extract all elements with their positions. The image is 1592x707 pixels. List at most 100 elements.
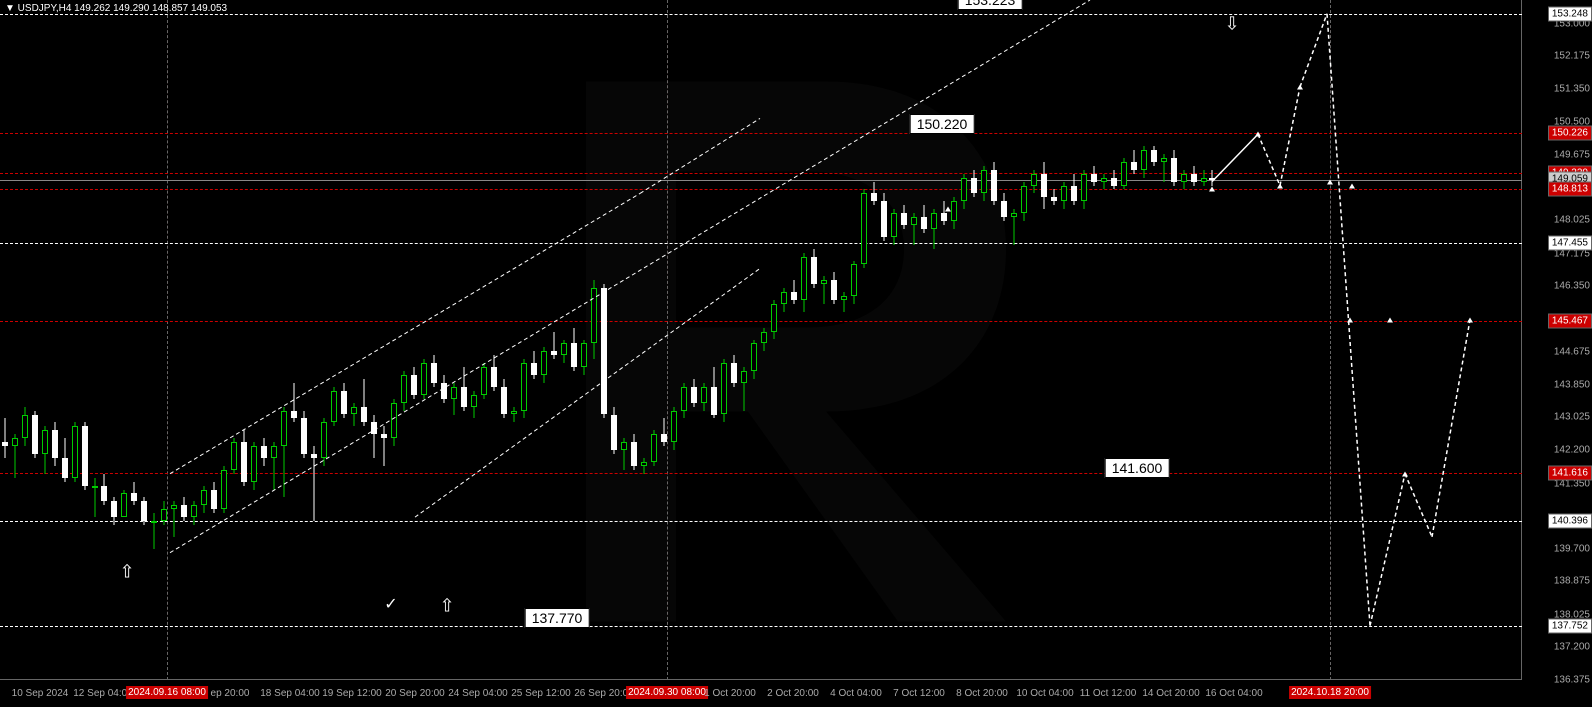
candle: [611, 407, 617, 454]
y-tick: 143.025: [1554, 412, 1590, 423]
triangle-marker: [1209, 187, 1215, 192]
candle: [771, 300, 777, 339]
candle: [1021, 182, 1027, 221]
plot-area[interactable]: 153.223150.220141.600137.770 ⇧⇧⇩✓: [0, 0, 1522, 680]
candle: [841, 292, 847, 312]
x-tick: 12 Sep 04:00: [73, 688, 133, 699]
candle: [941, 201, 947, 225]
candle: [1151, 146, 1157, 166]
candle: [711, 367, 717, 418]
candle: [431, 355, 437, 387]
candle: [72, 422, 78, 481]
candle: [901, 205, 907, 229]
x-tick: 2024.09.16 08:00: [126, 686, 208, 699]
y-tick: 146.350: [1554, 281, 1590, 292]
x-tick: 10 Sep 2024: [12, 688, 69, 699]
candle: [491, 355, 497, 391]
candle: [391, 399, 397, 446]
candle: [411, 367, 417, 399]
candle: [761, 328, 767, 352]
candle: [151, 513, 157, 549]
candle: [881, 193, 887, 240]
candle: [401, 371, 407, 410]
candle: [1011, 209, 1017, 245]
candle: [251, 442, 257, 489]
y-tick: 136.375: [1554, 675, 1590, 686]
candle: [1171, 150, 1177, 186]
candle: [221, 466, 227, 513]
candle: [481, 363, 487, 399]
candle: [721, 359, 727, 422]
x-tick: 26 Sep 20:00: [574, 688, 634, 699]
candle: [1061, 182, 1067, 210]
candle: [441, 375, 447, 403]
candle: [451, 383, 457, 415]
price-tag: 147.455: [1548, 235, 1592, 250]
candle: [661, 418, 667, 446]
candle: [991, 162, 997, 205]
x-tick: 19 Sep 12:00: [322, 688, 382, 699]
candle: [1121, 158, 1127, 190]
arrow-down-icon: ⇩: [1224, 13, 1239, 34]
arrow-up-icon: ⇧: [439, 595, 454, 616]
candle: [1201, 170, 1207, 186]
candle: [911, 213, 917, 245]
triangle-marker: [1349, 183, 1355, 188]
candle: [521, 359, 527, 418]
candle: [691, 379, 697, 407]
candle: [341, 383, 347, 419]
y-tick: 138.875: [1554, 576, 1590, 587]
x-tick: 4 Oct 04:00: [830, 688, 882, 699]
candle: [851, 261, 857, 304]
price-tag: 150.226: [1548, 126, 1592, 141]
x-tick: ep 20:00: [211, 688, 250, 699]
candle: [871, 182, 877, 206]
candle: [751, 340, 757, 379]
candle: [261, 438, 267, 466]
x-tick: 14 Oct 20:00: [1142, 688, 1199, 699]
candle: [211, 482, 217, 514]
candle: [1111, 170, 1117, 190]
candle: [421, 359, 427, 398]
candle: [701, 383, 707, 411]
candle: [241, 430, 247, 485]
x-tick: 18 Sep 04:00: [260, 688, 320, 699]
candle: [271, 442, 277, 489]
x-tick: 11 Oct 12:00: [1080, 688, 1137, 699]
candle: [52, 422, 58, 465]
candle: [971, 170, 977, 198]
candle: [541, 347, 547, 383]
candle: [861, 189, 867, 268]
candle: [171, 501, 177, 537]
price-label-box: 137.770: [525, 608, 590, 628]
candle: [181, 497, 187, 521]
candle: [12, 434, 18, 477]
chart-title: ▼ USDJPY,H4 149.262 149.290 148.857 149.…: [5, 3, 227, 14]
candle: [571, 328, 577, 371]
triangle-marker: [1255, 132, 1261, 137]
candle: [62, 438, 68, 481]
candle: [22, 407, 28, 446]
triangle-marker: [1297, 84, 1303, 89]
candle: [201, 486, 207, 514]
candle: [281, 407, 287, 498]
candle: [231, 438, 237, 474]
check-icon: ✓: [384, 594, 397, 614]
x-tick: 2024.10.18 20:00: [1289, 686, 1371, 699]
chart-container: ▼ USDJPY,H4 149.262 149.290 148.857 149.…: [0, 0, 1592, 707]
x-tick: 7 Oct 12:00: [893, 688, 945, 699]
candle: [2, 418, 8, 457]
y-tick: 144.675: [1554, 347, 1590, 358]
y-tick: 148.025: [1554, 215, 1590, 226]
price-tag: 153.248: [1548, 6, 1592, 21]
triangle-marker: [1387, 317, 1393, 322]
price-tag: 141.616: [1548, 466, 1592, 481]
price-label-box: 150.220: [910, 114, 975, 134]
triangle-marker: [1327, 179, 1333, 184]
x-tick: 2024.09.30 08:00: [626, 686, 708, 699]
candle: [291, 383, 297, 422]
candle: [951, 197, 957, 229]
x-tick: 1 Oct 20:00: [704, 688, 756, 699]
candle: [511, 407, 517, 423]
price-tag: 140.396: [1548, 514, 1592, 529]
